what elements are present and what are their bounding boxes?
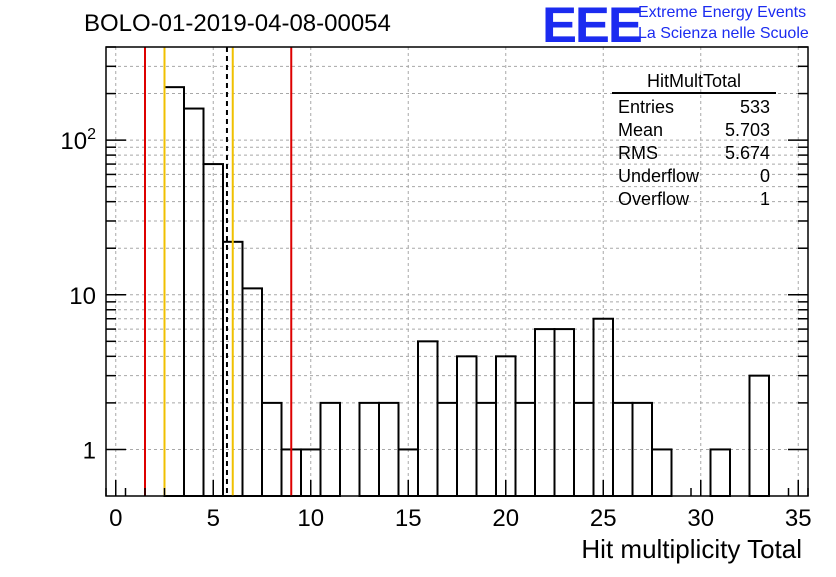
- x-tick-label: 0: [109, 505, 122, 532]
- stats-value: 0: [759, 166, 770, 186]
- stats-label: RMS: [618, 143, 658, 163]
- histogram-bin: [534, 328, 556, 497]
- histogram-bin: [553, 328, 575, 497]
- histogram-bin: [456, 355, 478, 498]
- eee-logo: EEE: [542, 0, 643, 53]
- stats-row-underflow: Underflow 0: [612, 165, 776, 188]
- stats-row-overflow: Overflow 1: [612, 188, 776, 211]
- x-tick-label: 10: [297, 505, 324, 532]
- histogram-bin: [748, 374, 770, 497]
- histogram-bin: [417, 340, 439, 498]
- histogram-bin: [709, 448, 731, 498]
- stats-row-mean: Mean 5.703: [612, 119, 776, 142]
- plot-title: BOLO-01-2019-04-08-00054: [84, 10, 391, 37]
- x-tick-label: 30: [687, 505, 714, 532]
- x-tick-label: 35: [785, 505, 812, 532]
- stats-value: 533: [739, 97, 770, 117]
- y-tick-label: 1: [83, 437, 96, 464]
- x-tick-label: 20: [492, 505, 519, 532]
- x-tick-label: 15: [395, 505, 422, 532]
- y-tick-label: 102: [60, 126, 96, 155]
- stats-row-rms: RMS 5.674: [612, 142, 776, 165]
- x-tick-label: 25: [590, 505, 617, 532]
- stats-value: 1: [759, 189, 770, 209]
- stats-box-divider: [612, 92, 776, 94]
- stats-label: Entries: [618, 97, 675, 117]
- stats-row-entries: Entries 533: [612, 96, 776, 119]
- histogram-bin: [241, 287, 263, 497]
- x-axis-label: Hit multiplicity Total: [581, 534, 802, 564]
- stats-box-title: HitMultTotal: [646, 71, 742, 91]
- stats-label: Overflow: [618, 189, 690, 209]
- stats-value: 5.674: [724, 143, 770, 163]
- histogram-bin: [163, 86, 185, 498]
- y-tick-label: 10: [69, 283, 96, 310]
- eee-logo-line2: La Scienza nelle Scuole: [638, 25, 809, 42]
- x-tick-label: 5: [207, 505, 220, 532]
- stats-value: 5.703: [724, 120, 770, 140]
- stats-label: Mean: [618, 120, 664, 140]
- stats-box: HitMultTotal Entries 533 Mean 5.703 RMS …: [612, 70, 776, 211]
- eee-logo-line1: Extreme Energy Events: [638, 4, 807, 21]
- stats-label: Underflow: [618, 166, 700, 186]
- histogram-bin: [651, 448, 673, 498]
